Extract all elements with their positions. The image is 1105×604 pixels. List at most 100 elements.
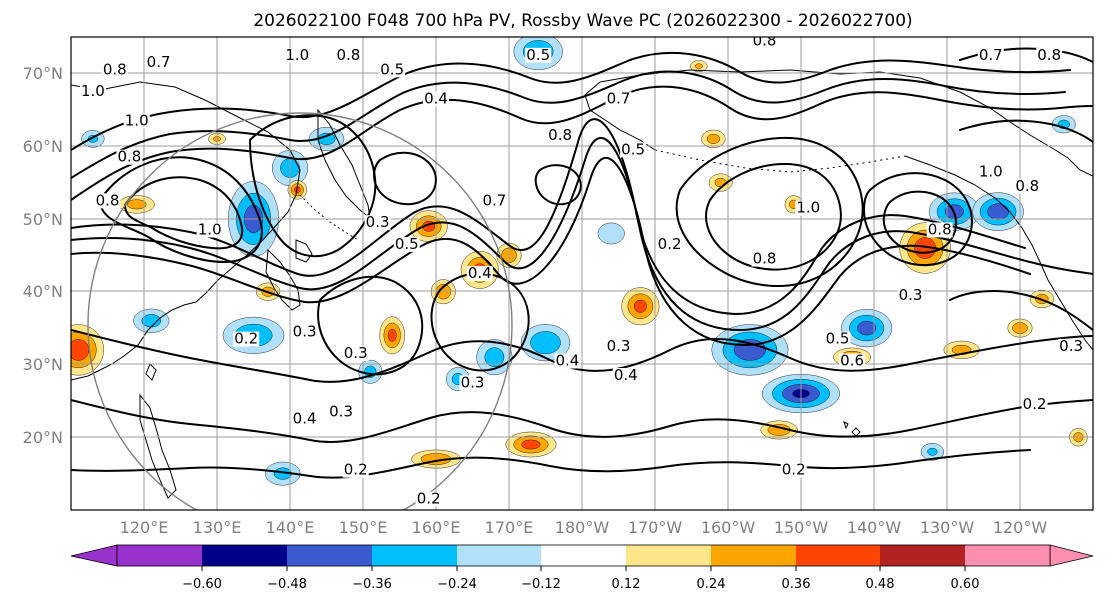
map-panel: 0.7 0.8 1.0 1.0 0.8 0.5 0.4 0.5 0.7 0.8 0.5 0.2 0.7 0… (70, 36, 1094, 511)
contour-label: 0.8 (753, 250, 777, 268)
pv-contour-east-ridge-1 (675, 136, 864, 287)
contour-label: 0.8 (548, 126, 572, 144)
contour-label-bg (364, 215, 391, 231)
colorbar-label-4: −0.24 (437, 577, 477, 592)
colorbar-bin-8 (711, 545, 796, 566)
contour-label: 1.0 (125, 111, 149, 129)
contour-label: 0.7 (147, 53, 171, 71)
contour-label-bg (1058, 338, 1085, 354)
contour-label-bg (342, 462, 369, 478)
positive-pv-anomaly (701, 129, 726, 148)
lon-label-150w: 150°W (774, 518, 829, 537)
pv-contour-subtrop-1 (71, 329, 1093, 383)
contour-label-bg (233, 331, 260, 347)
contour-label: 0.4 (293, 410, 317, 428)
contour-label: 1.0 (796, 199, 820, 217)
contour-label-bg (335, 47, 362, 63)
colorbar-bin-2 (202, 545, 287, 566)
pv-contour-north-3 (71, 51, 1071, 151)
negative-pv-anomaly (711, 324, 789, 376)
anomaly-level-2 (484, 347, 505, 367)
anomaly-level-2 (706, 133, 720, 144)
contour-label-bg (79, 84, 106, 100)
colorbar-bin-9 (796, 545, 880, 566)
pv-contour-west-small-1 (373, 151, 437, 206)
contour-label-bg (620, 142, 647, 158)
pv-contour-north-2 (71, 70, 1066, 179)
colorbar: −0.60 −0.48 −0.36 −0.24 −0.12 0.12 0.24 … (70, 544, 1094, 592)
colorbar-extend-low (70, 544, 118, 567)
figure-title: 2026022100 F048 700 hPa PV, Rossby Wave … (253, 11, 912, 31)
positive-pv-anomaly (379, 316, 405, 355)
positive-pv-anomaly (621, 287, 660, 326)
colorbar-label-2: −0.48 (267, 577, 307, 592)
contour-label: 0.2 (658, 235, 682, 253)
contour-label-bg (780, 462, 807, 478)
negative-pv-anomaly (597, 222, 625, 245)
colorbar-bin-6 (541, 545, 626, 566)
anomaly-level-3 (521, 439, 541, 450)
colorbar-label-8: 0.36 (782, 577, 811, 592)
positive-pv-anomaly (71, 324, 104, 376)
contour-label-bg (1036, 47, 1063, 63)
pv-contour-west-trough-2 (124, 176, 244, 250)
contour-label: 0.3 (344, 344, 368, 362)
contour-label-bg (459, 375, 486, 391)
colorbar-bin-10 (880, 545, 965, 566)
contour-label: 0.4 (468, 264, 492, 282)
contour-label: 0.8 (1037, 46, 1061, 64)
negative-pv-anomaly (841, 309, 893, 348)
lon-label-120e: 120°E (120, 518, 169, 537)
contour-label-bg (926, 222, 953, 238)
colorbar-bin-7 (626, 545, 711, 566)
contour-label: 0.5 (395, 235, 419, 253)
colorbar-label-3: −0.36 (352, 577, 392, 592)
contour-label: 0.2 (782, 461, 806, 479)
contour-label: 0.2 (1023, 395, 1047, 413)
lon-label-170w: 170°W (628, 518, 683, 537)
contour-label-bg (1014, 178, 1041, 194)
pv-contour-east-1 (949, 290, 1093, 331)
positive-pv-anomaly (409, 210, 448, 242)
contour-label: 1.0 (81, 82, 105, 100)
contour-label: 0.4 (614, 366, 638, 384)
contour-label: 1.0 (979, 162, 1003, 180)
pv-contour-east-ridge-2 (705, 163, 842, 271)
lon-label-150e: 150°E (339, 518, 388, 537)
anomaly-level-3 (857, 320, 877, 336)
contour-label: 1.0 (285, 46, 309, 64)
contour-label: 0.8 (336, 46, 360, 64)
contour-label-bg (525, 47, 552, 63)
lat-label-60n: 60°N (23, 137, 63, 156)
map-frame (70, 36, 1094, 511)
lon-label-180w: 180°W (555, 518, 610, 537)
contour-label: 0.2 (417, 490, 441, 508)
lat-axis: 20°N 30°N 40°N 50°N 60°N 70°N (23, 64, 63, 447)
contour-label: 0.3 (1059, 337, 1083, 355)
pv-contour-east-3 (959, 119, 1093, 143)
lat-label-70n: 70°N (23, 64, 63, 83)
contour-label: 0.8 (96, 191, 120, 209)
lon-axis: 120°E 130°E 140°E 150°E 160°E 170°E 180°… (120, 518, 1048, 537)
contour-label-bg (751, 37, 778, 49)
coastline-aleutians (654, 149, 906, 173)
lon-label-160w: 160°W (701, 518, 756, 537)
pv-contour-jet-2 (71, 156, 1031, 346)
colorbar-frame (116, 544, 1051, 567)
lon-label-140e: 140°E (266, 518, 315, 537)
contour-label-bg (415, 491, 442, 507)
colorbar-bin-5 (457, 545, 541, 566)
colorbar-label-7: 0.24 (697, 577, 726, 592)
positive-pv-anomaly (505, 431, 557, 458)
contour-label: 0.3 (607, 337, 631, 355)
lat-label-40n: 40°N (23, 282, 63, 301)
pv-contour-gulf-loop (863, 172, 973, 266)
contour-label-bg (94, 193, 121, 209)
lon-label-170e: 170°E (485, 518, 534, 537)
contour-label: 0.7 (607, 89, 631, 107)
contour-label-bg (328, 404, 355, 420)
contour-label-bg (481, 193, 508, 209)
contour-label-bg (839, 353, 866, 369)
contour-label: 0.3 (293, 322, 317, 340)
